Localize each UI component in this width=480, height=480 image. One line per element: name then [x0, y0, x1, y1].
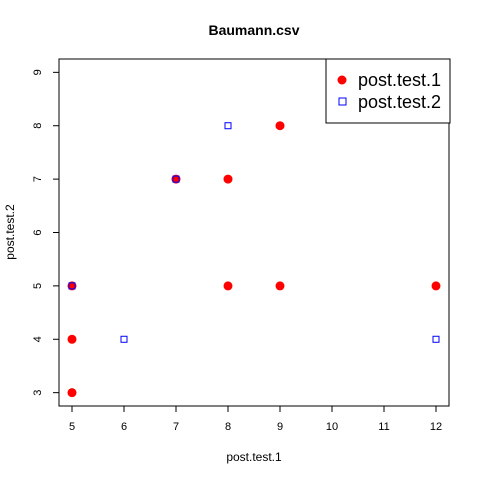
x-tick-label-12: 12	[430, 421, 442, 433]
point-series-1-8-5	[223, 281, 233, 291]
data-points	[67, 121, 441, 398]
chart-title: Baumann.csv	[208, 22, 299, 38]
x-tick-label-9: 9	[277, 421, 283, 433]
point-series-2-5-5	[68, 282, 76, 290]
point-series-1-9-5	[275, 281, 285, 291]
x-tick-label-7: 7	[173, 421, 179, 433]
y-tick-label-7: 7	[32, 176, 44, 182]
y-tick-label-8: 8	[32, 123, 44, 129]
legend-label-post-test-1: post.test.1	[358, 70, 441, 90]
point-series-1-8-7	[223, 174, 233, 184]
x-tick-label-6: 6	[121, 421, 127, 433]
point-series-1-12-5	[431, 281, 441, 291]
point-series-2-12-4	[432, 335, 440, 343]
y-tick-label-4: 4	[32, 336, 44, 342]
x-axis: 5 6 7 8 9 10 11 12	[69, 406, 442, 433]
x-tick-label-8: 8	[225, 421, 231, 433]
y-tick-label-3: 3	[32, 390, 44, 396]
point-series-2-7-7	[172, 175, 180, 183]
x-tick-label-5: 5	[69, 421, 75, 433]
legend-marker-post-test-2	[338, 97, 347, 106]
x-tick-label-11: 11	[378, 421, 389, 433]
y-tick-label-9: 9	[32, 69, 44, 75]
y-axis-label: post.test.2	[3, 204, 17, 260]
point-series-1-7-7	[171, 174, 181, 184]
point-series-1-5-3	[67, 388, 77, 398]
x-tick-label-10: 10	[326, 421, 338, 433]
y-axis: 3 4 5 6 7 8 9	[32, 69, 59, 396]
point-series-2-8-8	[224, 122, 232, 130]
legend-marker-post-test-1	[337, 75, 347, 85]
point-series-2-6-4	[120, 335, 128, 343]
y-tick-label-6: 6	[32, 229, 44, 235]
point-series-1-5-4	[67, 334, 77, 344]
point-series-1-5-5	[67, 281, 77, 291]
x-axis-label: post.test.1	[226, 450, 282, 464]
legend: post.test.1 post.test.2	[325, 58, 451, 124]
point-series-1-9-8	[275, 121, 285, 131]
legend-label-post-test-2: post.test.2	[358, 92, 441, 112]
legend-box	[325, 58, 451, 124]
y-tick-label-5: 5	[32, 283, 44, 289]
